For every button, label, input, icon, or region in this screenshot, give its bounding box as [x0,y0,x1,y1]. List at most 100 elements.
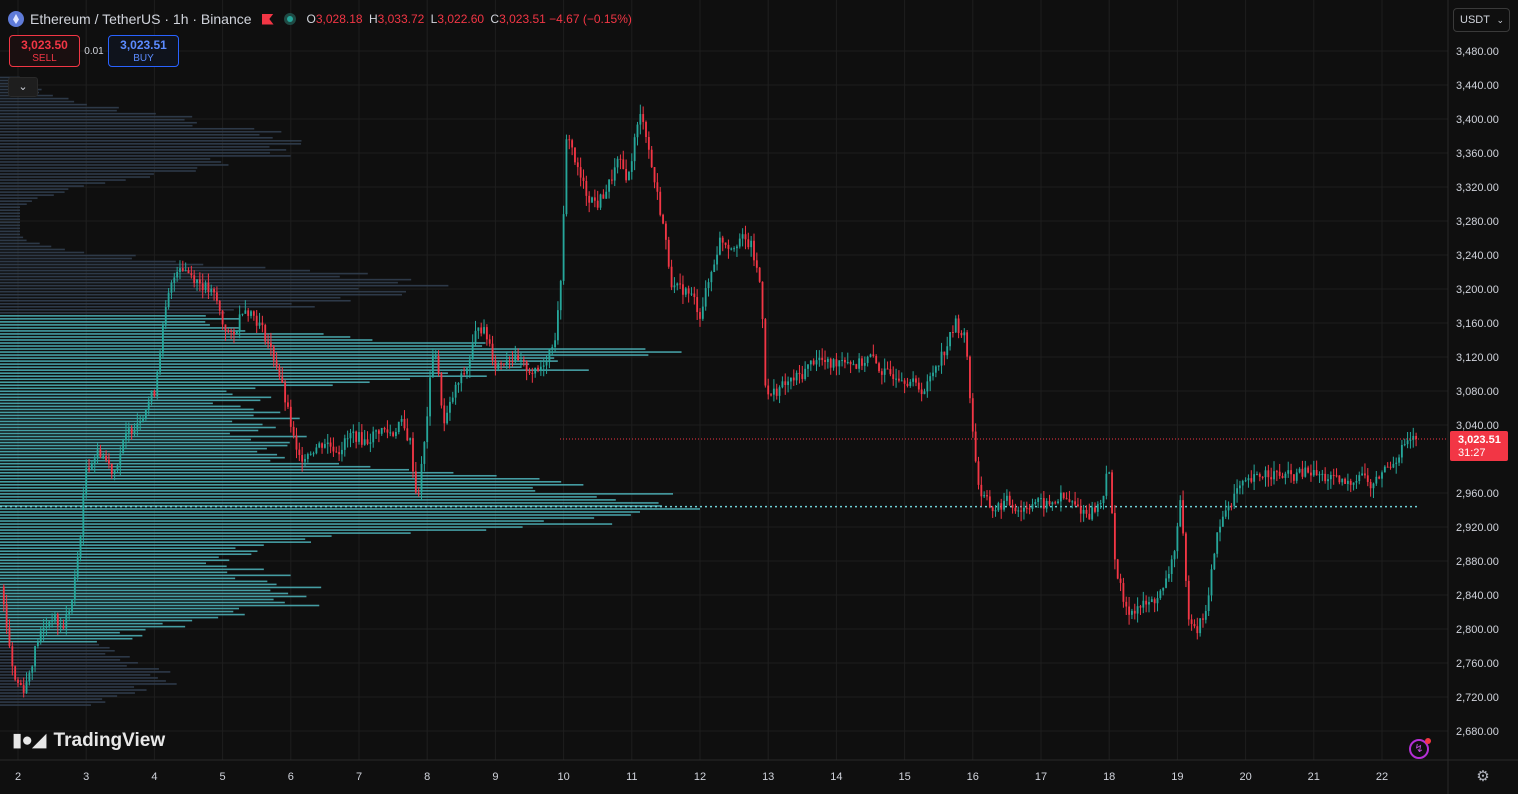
candle-up[interactable] [1253,474,1256,482]
candle-up[interactable] [122,440,125,454]
candle-down[interactable] [193,275,196,283]
candle-up[interactable] [1298,468,1301,473]
candle-up[interactable] [466,368,468,374]
candle-down[interactable] [619,158,622,160]
candle-down[interactable] [227,330,230,332]
candle-up[interactable] [39,631,42,643]
candle-up[interactable] [1057,501,1059,504]
currency-select[interactable]: USDT ⌄ [1453,8,1510,32]
candle-down[interactable] [679,283,682,285]
candle-up[interactable] [477,327,480,331]
candle-up[interactable] [1159,590,1162,599]
candle-down[interactable] [986,495,988,497]
candle-up[interactable] [304,458,306,462]
candle-down[interactable] [392,432,395,436]
candle-up[interactable] [1005,495,1008,501]
candle-down[interactable] [1270,477,1273,480]
candle-down[interactable] [355,431,358,442]
candle-down[interactable] [1079,506,1082,514]
candle-down[interactable] [417,492,420,494]
candle-down[interactable] [1292,474,1295,481]
candle-down[interactable] [230,330,233,332]
candle-down[interactable] [906,383,909,386]
candle-down[interactable] [360,432,363,445]
candle-up[interactable] [539,366,542,371]
candle-up[interactable] [1207,595,1210,612]
candle-down[interactable] [861,358,863,366]
candle-up[interactable] [210,288,213,292]
candle-up[interactable] [36,642,39,647]
candle-up[interactable] [426,416,429,443]
candle-up[interactable] [795,372,798,381]
candle-up[interactable] [1105,473,1108,496]
candle-up[interactable] [1381,472,1383,479]
candle-up[interactable] [306,454,309,459]
candle-up[interactable] [346,438,349,440]
candle-up[interactable] [554,340,556,348]
candle-up[interactable] [599,194,602,208]
candle-up[interactable] [449,401,451,413]
candle-down[interactable] [494,360,497,369]
candle-down[interactable] [201,283,204,291]
candle-up[interactable] [1059,492,1062,502]
candle-up[interactable] [716,254,718,265]
candle-up[interactable] [28,672,31,682]
candle-up[interactable] [608,179,610,192]
candle-up[interactable] [1412,435,1415,440]
candle-up[interactable] [395,432,397,436]
candle-up[interactable] [468,359,471,369]
candle-down[interactable] [247,310,250,316]
candle-down[interactable] [537,367,539,371]
candle-up[interactable] [1167,573,1170,579]
candle-up[interactable] [179,268,181,272]
candle-down[interactable] [500,363,503,365]
candle-down[interactable] [213,288,215,293]
candle-up[interactable] [312,453,315,455]
candle-up[interactable] [96,449,99,459]
candle-down[interactable] [1386,466,1389,468]
candle-up[interactable] [1150,599,1153,603]
candle-down[interactable] [321,443,323,448]
candle-down[interactable] [758,267,761,282]
candle-down[interactable] [727,244,730,249]
candle-up[interactable] [937,365,940,367]
candle-up[interactable] [113,469,116,474]
candle-up[interactable] [736,246,738,249]
candle-down[interactable] [528,371,531,374]
candle-up[interactable] [946,346,949,356]
candle-up[interactable] [471,343,474,360]
candle-down[interactable] [1230,505,1233,507]
candle-up[interactable] [258,322,261,326]
candle-down[interactable] [1261,476,1264,478]
candle-up[interactable] [139,421,142,424]
candle-down[interactable] [403,418,406,429]
candle-down[interactable] [22,685,25,693]
candle-down[interactable] [1185,533,1187,581]
candle-up[interactable] [520,359,522,361]
candle-up[interactable] [1216,532,1219,554]
candle-up[interactable] [196,279,198,283]
candle-down[interactable] [1119,578,1122,583]
candle-down[interactable] [130,428,133,434]
candle-up[interactable] [375,430,377,432]
candle-down[interactable] [579,167,582,178]
candle-down[interactable] [667,239,670,267]
candle-up[interactable] [397,421,400,433]
candle-down[interactable] [753,240,755,261]
candle-down[interactable] [724,242,727,245]
candle-down[interactable] [281,376,284,383]
candle-up[interactable] [434,356,437,358]
candle-up[interactable] [997,503,1000,511]
candle-up[interactable] [912,378,915,382]
candle-up[interactable] [116,465,119,470]
candle-down[interactable] [650,149,653,168]
candle-down[interactable] [329,442,332,447]
candle-down[interactable] [767,385,770,395]
symbol-title[interactable]: Ethereum / TetherUS · 1h · Binance [30,11,252,27]
candle-up[interactable] [238,314,241,332]
candle-up[interactable] [1179,500,1182,527]
candle-down[interactable] [588,195,591,203]
candle-down[interactable] [844,359,846,363]
candle-up[interactable] [1233,493,1236,506]
candle-up[interactable] [863,362,866,366]
